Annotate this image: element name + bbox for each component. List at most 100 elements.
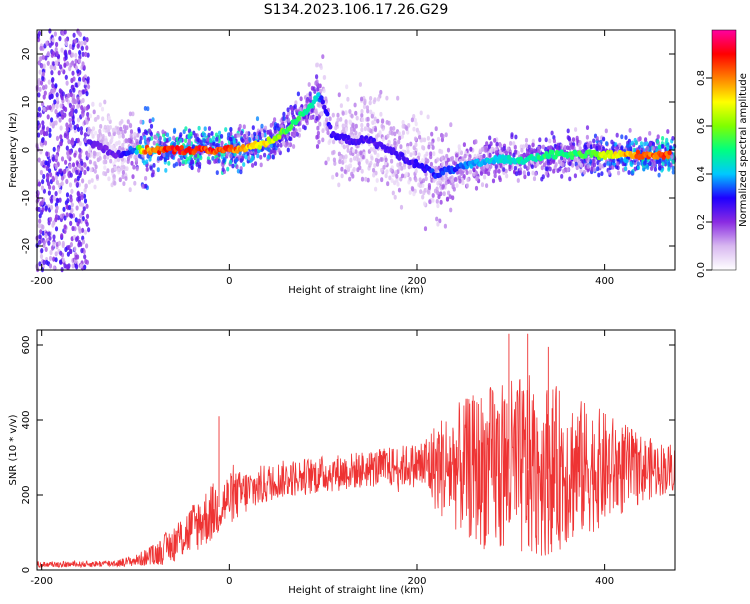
spectrogram-halo-point (400, 134, 404, 139)
spectrogram-halo-point (421, 158, 425, 163)
spectrogram-noise-point (54, 154, 59, 160)
spectrogram-noise-point (80, 248, 84, 254)
spectrogram-halo-point (648, 131, 652, 136)
spectrogram-halo-point (355, 134, 359, 140)
spectrogram-noise-point (59, 168, 63, 174)
spectrogram-halo-point (488, 152, 492, 158)
spectrogram-halo-point (527, 144, 531, 150)
colorbar-tick-label: 0.4 (696, 166, 707, 182)
spectrogram-halo-point (523, 164, 527, 169)
spectrogram-halo-point (667, 167, 671, 172)
spectrogram-noise-point (55, 41, 59, 48)
spectrogram-halo-point (340, 173, 344, 179)
spectrogram-halo-point (513, 144, 517, 150)
spectrogram-halo-point (484, 147, 488, 153)
spectrogram-halo-point (575, 135, 579, 141)
spectrogram-halo-point (529, 147, 534, 153)
spectrogram-noise-point (83, 40, 87, 46)
spectrogram-halo-point (666, 129, 670, 134)
spectrogram-halo-point (370, 113, 374, 119)
spectrogram-halo-point (344, 121, 348, 127)
spectrogram-halo-point (509, 141, 513, 146)
spectrogram-halo-point (124, 176, 128, 181)
spectrogram-halo-point (323, 122, 327, 127)
spectrogram-halo-point (443, 223, 447, 229)
spectrogram-noise-point (84, 51, 88, 58)
spectrogram-halo-point (296, 91, 300, 97)
spectrogram-halo-point (431, 198, 435, 203)
spectrogram-noise-point (69, 248, 73, 255)
spectrogram-halo-point (571, 137, 576, 143)
spectrogram-halo-point (396, 162, 400, 168)
spectrogram-halo-point (465, 183, 470, 189)
spectrogram-noise-point (85, 221, 89, 227)
spectrogram-halo-point (474, 139, 478, 145)
spectrogram-noise-point (66, 154, 70, 160)
spectrogram-halo-point (322, 75, 326, 80)
spectrogram-noise-point (65, 126, 69, 132)
spectrogram-halo-point (214, 132, 219, 138)
spectrogram-halo-point (326, 156, 330, 162)
spectrogram-noise-point (39, 149, 43, 155)
spectrogram-halo-point (437, 194, 441, 200)
spectrogram-halo-point (454, 157, 458, 163)
spectrogram-noise-point (64, 74, 68, 80)
spectrogram-noise-point (57, 70, 61, 76)
spectrogram-halo-point (530, 164, 535, 170)
spectrogram-halo-point (573, 173, 578, 179)
spectrogram-halo-point (352, 156, 357, 161)
spectrogram-halo-point (414, 142, 418, 148)
spectrogram-noise-point (52, 146, 56, 152)
spectrogram-halo-point (650, 166, 654, 171)
spectrogram-halo-point (331, 112, 335, 118)
spectrogram-noise-point (60, 109, 64, 115)
spectrogram-halo-point (349, 129, 354, 135)
spectrogram-halo-point (360, 109, 364, 114)
spectrogram-noise-point (63, 29, 67, 35)
spectrogram-halo-point (163, 137, 167, 142)
spectrogram-halo-point (229, 127, 233, 132)
spectrogram-noise-point (40, 248, 44, 254)
spectrogram-noise-point (50, 93, 54, 99)
snr-y-tick-label: 600 (21, 335, 32, 354)
spectrogram-halo-point (639, 141, 644, 147)
spectrogram-noise-point (70, 202, 74, 208)
spectrogram-halo-point (373, 163, 377, 168)
spectrogram-halo-point (285, 141, 289, 146)
spectrogram-halo-point (436, 221, 440, 227)
spectrogram-halo-point (106, 168, 110, 174)
spectrogram-noise-point (56, 198, 60, 204)
spectrogram-halo-point (527, 165, 531, 170)
spectrogram-noise-point (75, 205, 79, 211)
spectrogram-noise-point (84, 258, 88, 265)
spectrogram-halo-point (360, 96, 364, 102)
spectrogram-noise-point (76, 191, 80, 197)
spectrogram-halo-point (250, 133, 254, 139)
spectrogram-halo-point (316, 130, 320, 136)
spectrogram-halo-point (393, 180, 397, 186)
spectrogram-halo-point (589, 159, 593, 164)
spectrogram-halo-point (671, 169, 675, 175)
spectrogram-halo-point (388, 175, 392, 181)
spectrogram-noise-point (79, 213, 83, 219)
spectrogram-noise-point (71, 120, 75, 126)
spectrogram-noise-point (54, 109, 58, 115)
spectrogram-noise-point (59, 64, 63, 70)
spectrogram-halo-point (190, 165, 194, 171)
spectrogram-halo-point (144, 183, 148, 189)
spectrogram-halo-point (379, 111, 383, 117)
spectrogram-halo-point (386, 133, 390, 139)
spectrogram-halo-point (103, 124, 107, 130)
spectrogram-halo-point (209, 138, 213, 143)
spectrogram-halo-point (133, 142, 137, 148)
spectrogram-halo-point (341, 123, 345, 129)
spectrogram-noise-point (37, 132, 41, 138)
spectrogram-noise-point (81, 112, 85, 118)
spectrogram-noise-point (49, 172, 53, 178)
spectrogram-ridge-point (320, 99, 325, 105)
spectrogram-halo-point (457, 147, 462, 153)
spectrogram-noise-point (83, 254, 87, 260)
spectrogram-halo-point (449, 122, 453, 128)
spectrogram-noise-point (53, 99, 57, 105)
spectrogram-halo-point (351, 122, 355, 128)
